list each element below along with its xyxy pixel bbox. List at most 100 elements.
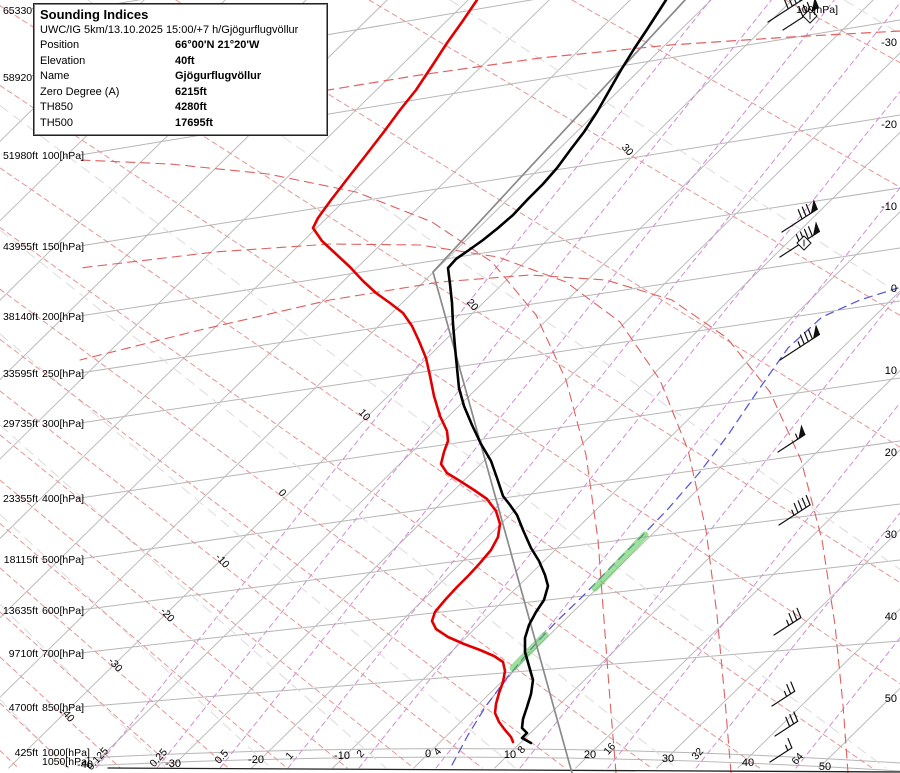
wind-barb-half bbox=[795, 433, 799, 440]
wind-barb-half bbox=[791, 509, 795, 516]
isotherm-line bbox=[89, 0, 874, 769]
gray-dashed-line bbox=[0, 604, 167, 769]
moist-adiabat-line bbox=[309, 30, 900, 94]
gray-dashed-line bbox=[0, 513, 272, 769]
bottom-temp-label: -10 bbox=[334, 750, 350, 762]
mixing-ratio-line bbox=[287, 2, 900, 769]
wind-barb-full bbox=[803, 228, 809, 240]
wind-barb bbox=[773, 607, 802, 636]
pressure-axis-hpa-label: 400[hPa] bbox=[42, 493, 84, 505]
indices-row: Zero Degree (A) 6215ft bbox=[40, 85, 321, 101]
wind-barb-full bbox=[790, 681, 796, 692]
wind-barb-half bbox=[783, 690, 788, 698]
wind-barb-pennant bbox=[811, 0, 819, 12]
wind-barb-full bbox=[797, 209, 803, 220]
pressure-axis-hpa-label: 500[hPa] bbox=[42, 554, 84, 566]
wind-barb-full bbox=[799, 0, 801, 2]
wind-barb bbox=[777, 424, 806, 453]
pressure-axis-hpa-label: 1000[hPa] bbox=[42, 747, 90, 759]
pressure-axis-hpa-label: 700[hPa] bbox=[42, 648, 84, 660]
right-temp-label: -10 bbox=[881, 201, 897, 213]
pressure-axis-ft-label: 425ft bbox=[15, 747, 38, 759]
pressure-axis-ft-label: 13635ft bbox=[3, 605, 38, 617]
mixing-ratio-line bbox=[695, 512, 900, 769]
wind-barb bbox=[781, 199, 818, 233]
wind-barb-full bbox=[797, 500, 803, 511]
dry-adiabat-label: -30 bbox=[106, 655, 125, 674]
wind-barb-full bbox=[793, 502, 799, 514]
pressure-axis-hpa-label: 200[hPa] bbox=[42, 311, 84, 323]
bottom-temp-label: 20 bbox=[584, 749, 596, 761]
pressure-axis-hpa-label: 300[hPa] bbox=[42, 418, 84, 430]
wind-barb bbox=[767, 0, 804, 23]
wind-barb bbox=[771, 681, 796, 707]
wind-barb-staff bbox=[767, 0, 804, 23]
pressure-axis-ft-label: 18115ft bbox=[4, 554, 38, 566]
dry-adiabat-line bbox=[0, 750, 19, 769]
gray-dashed-line bbox=[0, 105, 887, 769]
indices-row: Name Gjögurflugvöllur bbox=[40, 69, 321, 85]
isobar-line bbox=[84, 748, 900, 764]
isobar-line bbox=[79, 440, 900, 560]
dry-adiabat-line bbox=[571, 0, 900, 188]
isotherm-line bbox=[0, 0, 631, 619]
mixing-ratio-label: 16 bbox=[601, 741, 618, 758]
indices-row-value: Gjögurflugvöllur bbox=[175, 70, 262, 82]
wind-barb-full bbox=[798, 7, 804, 18]
bottom-temp-label: -30 bbox=[165, 758, 181, 770]
mixing-ratio-label: 4 bbox=[431, 746, 444, 758]
pressure-axis-hpa-label: 600[hPa] bbox=[42, 605, 84, 617]
isotherm-line bbox=[656, 529, 900, 769]
bottom-temp-label: 50 bbox=[819, 761, 831, 773]
mixing-ratio-label: 0.5 bbox=[212, 747, 231, 766]
dry-adiabat-line bbox=[0, 85, 900, 685]
moist-adiabat-line bbox=[79, 159, 617, 773]
bottom-temp-label: 0 bbox=[425, 748, 431, 760]
wind-barb-full bbox=[789, 714, 795, 725]
pressure-axis-ft-label: 38140ft bbox=[3, 311, 38, 323]
pressure-axis-hpa-label: 250[hPa] bbox=[42, 368, 84, 380]
isotherm-line bbox=[575, 449, 900, 769]
isotherm-line bbox=[8, 0, 793, 769]
isobar-line bbox=[84, 756, 900, 772]
dewpoint-curve bbox=[311, 0, 515, 744]
wind-barb bbox=[778, 494, 811, 526]
top-right-pressure-label: 100[hPa] bbox=[796, 4, 838, 16]
isotherm-line bbox=[170, 52, 900, 769]
bottom-temp-label: 10 bbox=[504, 749, 516, 761]
wind-barb bbox=[779, 324, 821, 361]
pressure-axis-ft-label: 65330ft bbox=[3, 5, 38, 17]
dry-adiabat-line bbox=[0, 656, 121, 769]
isobar-line bbox=[79, 559, 900, 654]
right-temp-label: 20 bbox=[885, 447, 897, 459]
wind-barb-full bbox=[805, 494, 811, 506]
wind-barb-full bbox=[803, 331, 809, 343]
wind-barb-full bbox=[793, 711, 799, 722]
pressure-axis-hpa-label: 150[hPa] bbox=[42, 241, 84, 253]
moist-adiabat-line bbox=[79, 243, 732, 773]
curves-layer bbox=[311, 0, 686, 773]
indices-row: TH500 17695ft bbox=[40, 116, 321, 132]
panel-subtitle: UWC/IG 5km/13.10.2025 15:00/+7 h/Gjögurf… bbox=[40, 24, 299, 36]
pressure-axis-hpa-label: 100[hPa] bbox=[42, 150, 84, 162]
dry-adiabat-line bbox=[0, 227, 761, 769]
dry-adiabat-line bbox=[0, 567, 229, 769]
indices-row-label: Zero Degree (A) bbox=[40, 85, 120, 98]
wind-barb-full bbox=[807, 226, 813, 237]
right-temp-label: 10 bbox=[885, 365, 897, 377]
sounding-indices-panel: Sounding Indices UWC/IG 5km/13.10.2025 1… bbox=[33, 3, 328, 136]
isotherm-line bbox=[0, 0, 550, 539]
right-temp-label: -20 bbox=[881, 119, 897, 131]
wind-barbs-layer bbox=[767, 0, 821, 763]
dry-adiabat-label: 10 bbox=[356, 407, 373, 424]
right-temp-label: 30 bbox=[885, 529, 897, 541]
isobar-line bbox=[79, 640, 900, 708]
dry-adiabat-line bbox=[0, 479, 348, 769]
dry-adiabat-line bbox=[0, 523, 288, 769]
gray-dashed-line bbox=[449, 0, 900, 295]
gray-dashed-line bbox=[0, 424, 387, 769]
right-temp-label: 40 bbox=[885, 611, 897, 623]
right-temp-label: 0 bbox=[891, 283, 897, 295]
isotherm-line bbox=[818, 687, 900, 769]
